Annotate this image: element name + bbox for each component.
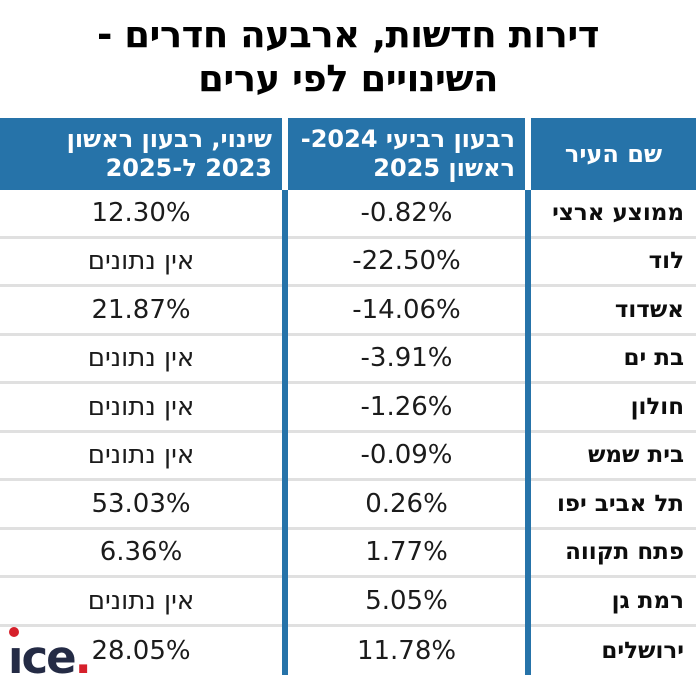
quarter-change-value: -3.91%	[288, 335, 525, 384]
column-divider	[282, 529, 288, 578]
column-divider	[525, 287, 531, 336]
column-divider	[525, 481, 531, 530]
column-divider	[282, 287, 288, 336]
header-quarter-line-2: ראשון 2025	[373, 154, 515, 182]
total-change-value: אין נתונים	[0, 238, 282, 287]
column-divider	[282, 384, 288, 433]
total-change-value: אין נתונים	[0, 432, 282, 481]
quarter-change-value: -1.26%	[288, 384, 525, 433]
table-row: לוד -22.50% אין נתונים	[0, 238, 696, 287]
column-divider	[525, 578, 531, 627]
table-body: ממוצע ארצי -0.82% 12.30% לוד -22.50% אין נתונ…	[0, 190, 696, 675]
header-city: שם העיר	[531, 118, 696, 190]
column-divider	[282, 626, 288, 675]
column-divider	[525, 384, 531, 433]
city-name: פתח תקווה	[531, 529, 696, 578]
title-line-1: דירות חדשות, ארבעה חדרים -	[97, 13, 599, 56]
quarter-change-value: -14.06%	[288, 287, 525, 336]
column-divider	[525, 432, 531, 481]
header-change-line-1: שינוי, רבעון ראשון	[66, 125, 272, 153]
header-quarter-line-1: רבעון רביעי 2024-	[300, 125, 515, 153]
city-name: בת ים	[531, 335, 696, 384]
table-row: ממוצע ארצי -0.82% 12.30%	[0, 190, 696, 239]
title-line-2: השינויים לפי ערים	[198, 57, 498, 100]
total-change-value: 53.03%	[0, 481, 282, 530]
column-divider	[282, 578, 288, 627]
table-header-row: שם העיר רבעון רביעי 2024- ראשון 2025 שינ…	[0, 118, 696, 190]
total-change-value: 12.30%	[0, 190, 282, 239]
total-change-value: 21.87%	[0, 287, 282, 336]
total-change-value: אין נתונים	[0, 384, 282, 433]
column-divider	[282, 335, 288, 384]
quarter-change-value: 11.78%	[288, 626, 525, 675]
quarter-change-value: -0.82%	[288, 190, 525, 239]
table-row: בת ים -3.91% אין נתונים	[0, 335, 696, 384]
column-divider	[525, 529, 531, 578]
header-change-line-2: 2023 ל-2025	[105, 154, 272, 182]
page-title: דירות חדשות, ארבעה חדרים - השינויים לפי …	[0, 0, 696, 118]
city-name: אשדוד	[531, 287, 696, 336]
column-divider	[525, 335, 531, 384]
data-table: שם העיר רבעון רביעי 2024- ראשון 2025 שינ…	[0, 118, 696, 675]
logo-red-dot-icon	[9, 627, 19, 637]
total-change-value: 6.36%	[0, 529, 282, 578]
city-name: לוד	[531, 238, 696, 287]
city-name: תל אביב יפו	[531, 481, 696, 530]
logo-letter-i: ı	[8, 627, 24, 680]
column-divider	[282, 190, 288, 239]
table-row: חולון -1.26% אין נתונים	[0, 384, 696, 433]
table-row: רמת גן 5.05% אין נתונים	[0, 578, 696, 627]
total-change-value: אין נתונים	[0, 578, 282, 627]
column-divider	[282, 238, 288, 287]
total-change-value: 28.05%	[0, 626, 282, 675]
header-gap	[282, 118, 288, 190]
quarter-change-value: 0.26%	[288, 481, 525, 530]
total-change-value: אין נתונים	[0, 335, 282, 384]
quarter-change-value: 1.77%	[288, 529, 525, 578]
table-row: בית שמש -0.09% אין נתונים	[0, 432, 696, 481]
header-gap	[525, 118, 531, 190]
table-row: תל אביב יפו 0.26% 53.03%	[0, 481, 696, 530]
city-name: ממוצע ארצי	[531, 190, 696, 239]
ice-logo: ıce.	[8, 627, 92, 680]
city-name: רמת גן	[531, 578, 696, 627]
quarter-change-value: -0.09%	[288, 432, 525, 481]
header-city-label: שם העיר	[564, 139, 663, 168]
header-change: שינוי, רבעון ראשון 2023 ל-2025	[0, 118, 282, 190]
logo-letters-ce: ce	[21, 631, 76, 684]
city-name: חולון	[531, 384, 696, 433]
logo-red-period: .	[74, 631, 92, 684]
quarter-change-value: -22.50%	[288, 238, 525, 287]
column-divider	[525, 238, 531, 287]
table-row: אשדוד -14.06% 21.87%	[0, 287, 696, 336]
city-name: ירושלים	[531, 626, 696, 675]
table-row: פתח תקווה 1.77% 6.36%	[0, 529, 696, 578]
logo-i-stem: ı	[8, 631, 24, 684]
header-quarter: רבעון רביעי 2024- ראשון 2025	[288, 118, 525, 190]
column-divider	[282, 432, 288, 481]
quarter-change-value: 5.05%	[288, 578, 525, 627]
column-divider	[525, 626, 531, 675]
column-divider	[282, 481, 288, 530]
column-divider	[525, 190, 531, 239]
table-row: ירושלים 11.78% 28.05%	[0, 626, 696, 675]
city-name: בית שמש	[531, 432, 696, 481]
